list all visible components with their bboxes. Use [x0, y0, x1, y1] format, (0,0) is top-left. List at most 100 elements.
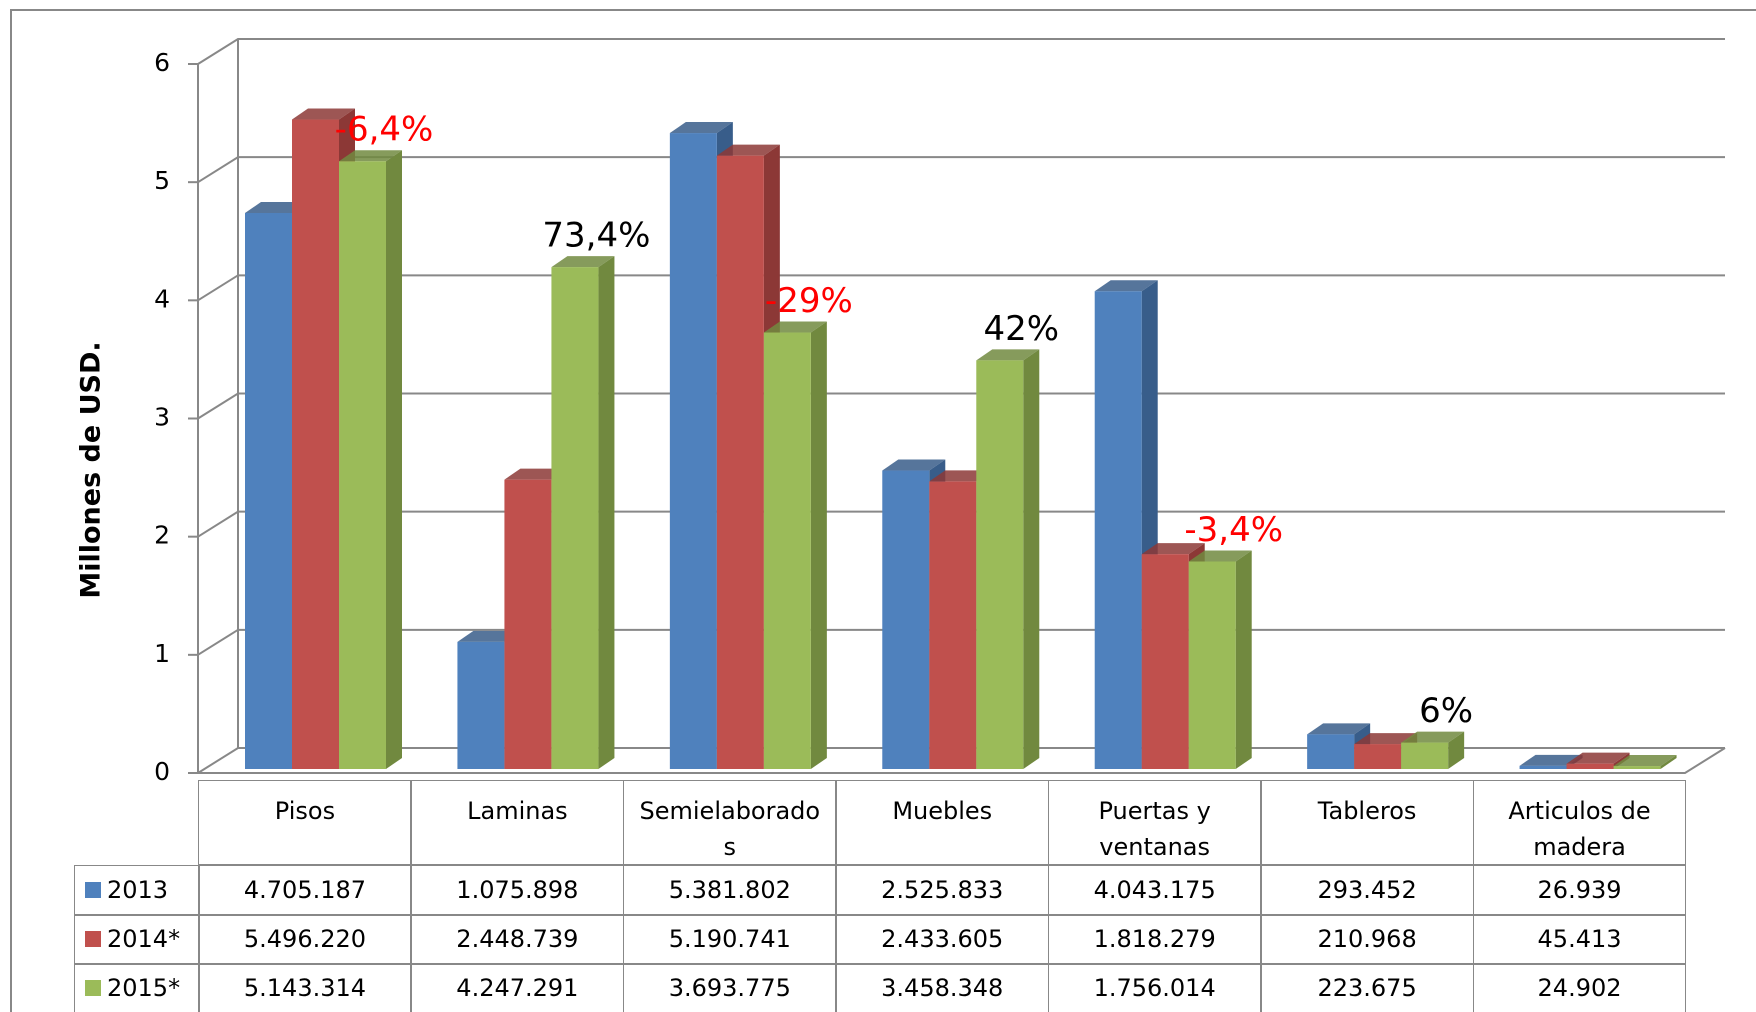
bar-top [1519, 754, 1583, 766]
bar [245, 213, 292, 770]
table-value: 4.043.175 [1047, 865, 1262, 916]
bar [763, 332, 811, 769]
annotation: -3,4% [1184, 510, 1283, 550]
bar [551, 267, 599, 769]
bar [457, 641, 505, 769]
annotation: 73,4% [542, 216, 650, 256]
grid-line [197, 38, 1725, 65]
bar [1354, 744, 1402, 769]
bar [976, 360, 1024, 769]
category-label: Semielaborados [622, 780, 837, 865]
category-label: Pisos [198, 780, 412, 865]
category-label: Muebles [835, 780, 1050, 865]
y-tick-label: 1 [154, 639, 170, 668]
bar-top [1307, 723, 1371, 735]
table-value: 223.675 [1260, 963, 1475, 1012]
bar-top [976, 349, 1040, 361]
bar-side [386, 150, 402, 769]
category-label: Puertas y ventanas [1047, 780, 1262, 865]
grid-line [197, 156, 1725, 184]
bar [504, 479, 552, 769]
frame [10, 9, 1756, 1012]
legend-entry: 2015* [74, 963, 200, 1012]
table-value: 1.818.279 [1047, 914, 1262, 965]
floor [198, 747, 1726, 774]
bar [1566, 763, 1614, 769]
bar-top [292, 108, 355, 120]
annotation: 6% [1419, 691, 1473, 731]
table-value: 1.756.014 [1047, 963, 1262, 1012]
bar-side [1023, 349, 1040, 769]
bar-top [1401, 731, 1465, 743]
y-axis-label: Millones de USD. [76, 341, 107, 598]
table-value: 4.705.187 [198, 865, 412, 916]
grid-line [197, 392, 1725, 420]
bar-side [598, 256, 615, 769]
category-label: Laminas [410, 780, 625, 865]
table-value: 2.433.605 [835, 914, 1050, 965]
bar [1094, 291, 1142, 769]
table-value: 1.075.898 [410, 865, 625, 916]
annotation: -29% [765, 281, 853, 321]
bar [1401, 742, 1449, 769]
grid-line [197, 510, 1725, 538]
category-label: Articulos de madera [1472, 780, 1687, 865]
bar [339, 161, 386, 769]
table-value: 5.143.314 [198, 963, 412, 1012]
bar [716, 155, 764, 769]
annotation: 42% [983, 309, 1059, 349]
y-tick-label: 4 [154, 284, 170, 313]
bar [669, 133, 717, 769]
legend-swatch [85, 931, 101, 948]
table-value: 3.693.775 [622, 963, 837, 1012]
legend-swatch [85, 882, 101, 899]
y-tick-label: 2 [154, 521, 170, 550]
bar-top [1141, 543, 1205, 555]
table-value: 210.968 [1260, 914, 1475, 965]
y-tick-label: 5 [154, 166, 170, 195]
y-tick-label: 3 [154, 403, 170, 432]
annotation: -6,4% [335, 110, 434, 150]
table-value: 5.190.741 [622, 914, 837, 965]
bar [292, 119, 339, 769]
bar-top [1188, 550, 1252, 562]
bar [1307, 734, 1355, 769]
bar-top [1613, 755, 1677, 767]
bar [1613, 766, 1661, 769]
bar [882, 470, 930, 769]
table-value: 24.902 [1472, 963, 1687, 1012]
table-value: 5.381.802 [622, 865, 837, 916]
y-tick-label: 0 [154, 757, 170, 786]
bar-side [810, 321, 827, 769]
table-value: 2.525.833 [835, 865, 1050, 916]
bar-side [1660, 755, 1677, 769]
bar-top [669, 122, 733, 134]
bar-top [1566, 752, 1630, 764]
y-tick-label: 6 [154, 48, 170, 77]
legend-entry: 2014* [74, 914, 200, 965]
bar-top [1094, 280, 1158, 292]
bar-top [882, 459, 946, 471]
table-value: 2.448.739 [410, 914, 625, 965]
bar [1188, 561, 1236, 769]
table-value: 293.452 [1260, 865, 1475, 916]
legend-label: 2014* [107, 925, 181, 954]
legend-label: 2013 [107, 876, 169, 905]
grid-line [197, 274, 1725, 302]
bar-side [1235, 550, 1252, 769]
bar-side [1448, 731, 1465, 769]
bar-top [763, 321, 827, 333]
bar-top [716, 144, 780, 156]
category-label: Tableros [1260, 780, 1475, 865]
bar [929, 481, 977, 769]
table-value: 4.247.291 [410, 963, 625, 1012]
legend-swatch [85, 980, 101, 997]
table-value: 3.458.348 [835, 963, 1050, 1012]
legend-entry: 2013 [74, 865, 200, 916]
bar-top [339, 150, 402, 162]
bar-top [551, 256, 615, 268]
bar [1519, 765, 1567, 769]
bar [1141, 554, 1189, 769]
